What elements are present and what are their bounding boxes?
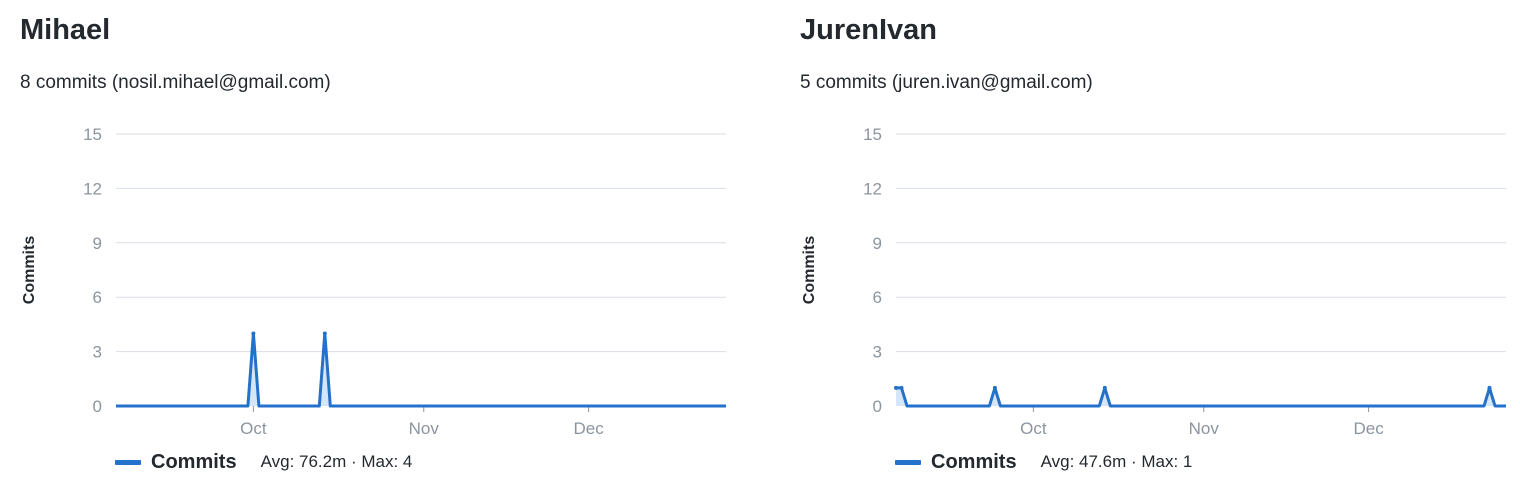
legend-label: Commits (151, 450, 237, 473)
x-tick-label: Dec (573, 419, 604, 438)
x-tick-label: Nov (409, 419, 440, 438)
data-point[interactable] (894, 385, 898, 390)
y-tick-label: 12 (863, 179, 882, 198)
y-tick-label: 15 (863, 125, 882, 144)
data-point[interactable] (1102, 385, 1107, 390)
contributor-name[interactable]: Mihael (20, 14, 111, 46)
y-tick-label: 15 (83, 125, 102, 144)
y-tick-label: 9 (93, 234, 102, 253)
contributor-panel-mihael: Mihael 8 commits (nosil.mihael@gmail.com… (20, 0, 740, 490)
legend-label: Commits (931, 450, 1017, 473)
legend-stats: Avg: 47.6m · Max: 1 (1040, 452, 1193, 471)
y-tick-label: 3 (873, 343, 882, 362)
data-point[interactable] (322, 331, 327, 336)
data-point[interactable] (899, 385, 904, 390)
data-point[interactable] (1487, 385, 1492, 390)
y-tick-label: 3 (93, 343, 102, 362)
commit-summary: 5 commits (juren.ivan@gmail.com) (800, 72, 1093, 93)
series-line[interactable] (896, 386, 1506, 408)
commits-chart: Commits 0 3 6 9 12 15 Oct Nov Dec (801, 125, 1506, 438)
x-tick-label: Nov (1189, 419, 1220, 438)
y-tick-label: 0 (873, 397, 882, 416)
commits-chart: Commits 0 3 6 9 12 15 Oct Nov Dec (21, 125, 726, 438)
legend-swatch (115, 459, 141, 465)
y-tick-label: 0 (93, 397, 102, 416)
contributor-name[interactable]: JurenIvan (800, 14, 937, 46)
x-tick-label: Oct (1020, 419, 1047, 438)
series-area (116, 333, 726, 406)
x-tick-label: Dec (1353, 419, 1384, 438)
y-axis-label: Commits (21, 236, 38, 305)
chart-legend[interactable]: Commits Avg: 47.6m · Max: 1 (895, 448, 1192, 476)
y-tick-label: 6 (873, 288, 882, 307)
y-tick-label: 9 (873, 234, 882, 253)
data-point[interactable] (992, 385, 997, 390)
data-point[interactable] (251, 331, 256, 336)
y-axis-label: Commits (801, 236, 818, 305)
series-line[interactable] (116, 332, 726, 408)
contributor-panel-jurenivan: JurenIvan 5 commits (juren.ivan@gmail.co… (800, 0, 1520, 490)
legend-stats: Avg: 76.2m · Max: 4 (260, 452, 413, 471)
commit-summary: 8 commits (nosil.mihael@gmail.com) (20, 72, 331, 93)
series-area (896, 387, 1506, 406)
legend-swatch (895, 459, 921, 465)
y-tick-label: 6 (93, 288, 102, 307)
x-tick-label: Oct (240, 419, 267, 438)
y-tick-label: 12 (83, 179, 102, 198)
chart-legend[interactable]: Commits Avg: 76.2m · Max: 4 (115, 448, 412, 476)
